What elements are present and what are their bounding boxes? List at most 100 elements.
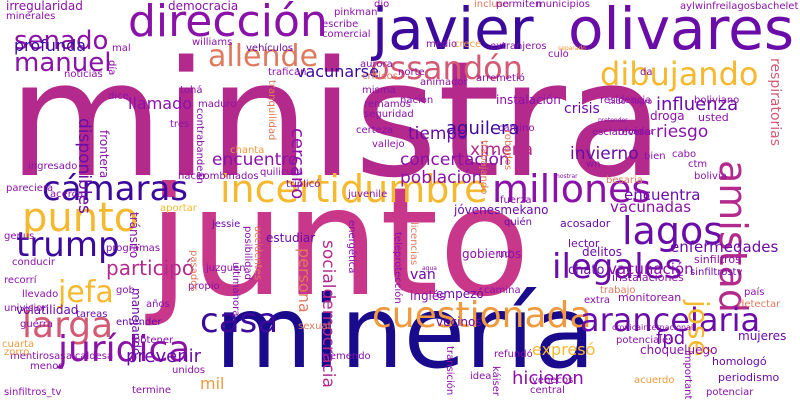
word-142: accidentes <box>252 226 263 281</box>
word-181: logro <box>632 97 653 106</box>
word-140: aportar <box>160 203 197 214</box>
word-188: da <box>640 67 653 78</box>
word-143: energética <box>346 220 357 274</box>
word-152: guerra <box>20 319 54 330</box>
word-162: mentirosas <box>10 351 66 362</box>
word-126: vallejo <box>372 139 405 150</box>
word-27: fpd <box>656 328 686 349</box>
word-51: persona <box>295 248 314 313</box>
word-62: tareas <box>76 309 108 320</box>
word-55: mil <box>200 374 225 393</box>
word-167: menos <box>30 361 64 372</box>
word-166: sinfiltros_tv <box>4 387 62 398</box>
word-163: obtener <box>134 335 174 346</box>
word-132: pareciera <box>6 183 54 194</box>
word-177: acuerdo <box>634 375 675 386</box>
word-179: cronicainternacional <box>612 323 694 332</box>
word-102: permiten <box>496 0 542 10</box>
word-189: culo <box>548 49 569 60</box>
word-161: alcaldesa <box>66 351 114 362</box>
word-136: quilicura <box>260 167 304 178</box>
word-183: bolivia <box>694 171 727 182</box>
word-175: potenciar <box>706 387 754 398</box>
word-6: dibujando <box>600 55 759 93</box>
word-40: enfermedades <box>670 238 779 256</box>
word-31: ximena <box>470 140 533 160</box>
word-191: críticos <box>362 71 398 82</box>
word-195: agua <box>422 265 437 272</box>
word-171: venecos <box>532 375 574 386</box>
word-109: animador <box>420 77 468 88</box>
word-2: minería <box>215 274 596 391</box>
word-165: zorro <box>4 347 30 358</box>
word-25: jurídica <box>58 329 191 370</box>
word-47: democracia <box>168 0 239 13</box>
word-68: crisis <box>564 101 600 117</box>
word-86: sinfiltrostv <box>690 267 743 278</box>
word-65: vecinos <box>436 315 482 329</box>
word-21: larga <box>22 305 114 346</box>
word-83: instalaciones <box>612 271 684 284</box>
word-128: cabo <box>672 149 697 160</box>
word-89: extra <box>584 295 611 306</box>
word-146: genus <box>4 231 35 242</box>
word-155: propio <box>188 281 220 292</box>
word-7: allende <box>208 39 319 74</box>
word-117: frontera <box>97 130 111 179</box>
word-82: chato <box>568 263 605 278</box>
word-53: expresó <box>532 340 596 359</box>
word-110: arremetió <box>476 73 525 84</box>
word-186: acerca <box>50 189 84 200</box>
word-4: olivares <box>568 0 795 63</box>
word-104: mal <box>112 43 131 54</box>
word-60: cuarta <box>2 339 35 350</box>
word-108: norte <box>398 67 425 78</box>
word-56: choqueluego <box>640 343 718 357</box>
word-66: empezó <box>436 287 484 301</box>
word-54: prevenir <box>126 346 202 367</box>
word-168: termine <box>132 385 172 396</box>
word-13: millones <box>492 167 652 211</box>
word-85: sinfiltros <box>694 253 741 266</box>
word-11: cámaras <box>42 169 189 209</box>
word-180: tildó <box>608 97 626 106</box>
word-20: participó <box>106 256 195 280</box>
word-112: boliviano <box>694 95 740 106</box>
word-172: central <box>530 385 565 396</box>
word-88: detectar <box>738 299 781 310</box>
word-115: tres <box>170 119 190 130</box>
word-50: respiratorias <box>767 58 783 147</box>
word-131: esclarecer <box>592 127 644 138</box>
word-84: monitorean <box>618 291 682 304</box>
word-122: remamos <box>364 99 411 110</box>
word-95: comercial <box>322 29 371 40</box>
word-37: concertación <box>400 150 510 170</box>
word-138: juvenile <box>348 189 388 200</box>
word-49: minerales <box>6 11 56 22</box>
word-70: droga <box>650 109 685 123</box>
word-145: teleprotección <box>392 232 403 304</box>
word-90: trabajo <box>600 285 636 296</box>
word-193: trabajando <box>478 140 489 195</box>
word-38: encuentra <box>624 186 701 204</box>
word-159: sexual <box>298 321 331 332</box>
word-173: refundó <box>494 349 533 360</box>
word-43: llamado <box>128 94 193 113</box>
word-127: camino <box>498 123 535 134</box>
word-176: importantes <box>682 350 693 400</box>
word-58: periodismo <box>718 371 780 384</box>
word-1: junto <box>148 156 531 330</box>
word-9: senado <box>14 26 109 56</box>
word-107: aurora <box>360 59 393 70</box>
word-72: olvidar <box>618 125 656 138</box>
word-157: ultimahora <box>230 262 241 317</box>
word-71: usted <box>698 111 729 124</box>
word-18: ilegales <box>552 247 683 287</box>
word-80: delitos <box>582 245 622 259</box>
word-52: socialdemocracia <box>318 240 338 388</box>
word-48: irregularidad <box>6 0 83 13</box>
word-79: quién <box>504 217 532 228</box>
word-30: aguilera <box>446 118 520 139</box>
word-148: recorrí <box>4 275 37 286</box>
word-123: seguridad <box>364 109 414 120</box>
